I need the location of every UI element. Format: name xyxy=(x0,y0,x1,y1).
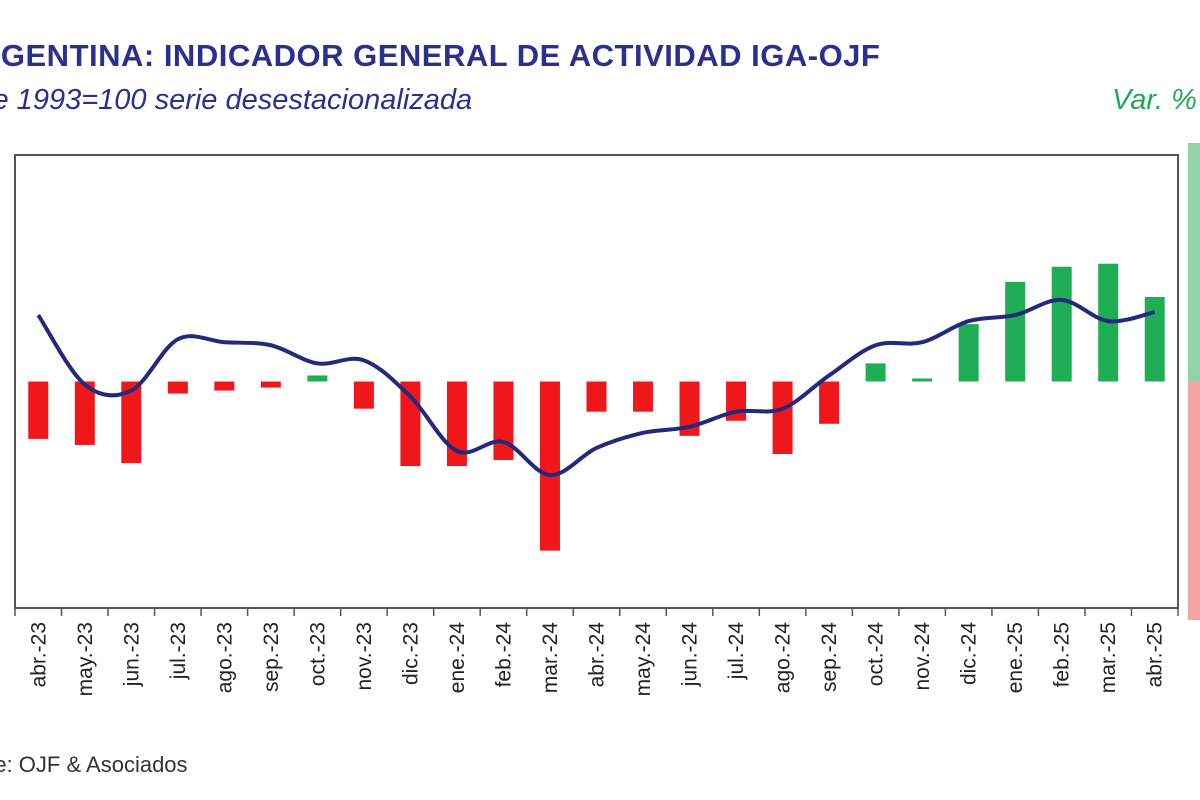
x-tick-label: ene.-25 xyxy=(1004,622,1027,693)
bar-feb.-24 xyxy=(493,381,514,461)
bar-may.-24 xyxy=(633,381,654,412)
x-tick-label: ago.-24 xyxy=(772,622,795,694)
bar-may.-23 xyxy=(74,381,95,445)
bar-oct.-23 xyxy=(307,375,328,382)
x-tick-label: mar.-25 xyxy=(1097,622,1120,693)
x-tick-label: sep.-23 xyxy=(260,622,283,692)
x-tick-label: jun.-23 xyxy=(120,622,143,687)
bar-abr.-24 xyxy=(586,381,607,412)
x-tick-label: jun.-24 xyxy=(679,622,702,688)
x-tick-label: oct.-24 xyxy=(865,622,888,687)
plot-area-frame xyxy=(14,154,1179,609)
bar-ene.-24 xyxy=(446,381,467,467)
x-tick-label: feb.-25 xyxy=(1051,622,1074,687)
x-tick-label: nov.-24 xyxy=(911,622,934,691)
bar-nov.-24 xyxy=(912,378,933,382)
x-tick-label: nov.-23 xyxy=(353,622,376,691)
x-tick-label: may.-24 xyxy=(632,622,655,697)
x-tick-label: oct.-23 xyxy=(306,622,329,686)
x-tick-label: abr.-23 xyxy=(27,622,50,687)
bar-abr.-23 xyxy=(28,381,49,439)
chart-subtitle: se 1993=100 serie desestacionalizada xyxy=(0,84,473,116)
bar-nov.-23 xyxy=(353,381,374,409)
bar-dic.-24 xyxy=(958,324,979,382)
x-tick-label: jul.-23 xyxy=(167,622,190,680)
bar-jun.-24 xyxy=(679,381,700,436)
x-tick-label: feb.-24 xyxy=(492,622,515,688)
bar-jul.-23 xyxy=(167,381,188,394)
x-tick-label: ene.-24 xyxy=(446,622,469,694)
right-scale-positive-strip xyxy=(1188,143,1200,382)
bar-ago.-23 xyxy=(214,381,235,391)
source-note: nte: OJF & Asociados xyxy=(0,752,188,777)
right-scale-negative-strip xyxy=(1188,381,1200,620)
x-tick-label: mar.-24 xyxy=(539,622,562,694)
x-tick-label: dic.-23 xyxy=(399,622,422,685)
x-tick-label: ago.-23 xyxy=(213,622,236,693)
x-tick-label: abr.-24 xyxy=(586,622,609,688)
bar-feb.-25 xyxy=(1051,266,1072,382)
right-axis-label: Var. % xyxy=(1112,84,1197,116)
bar-sep.-23 xyxy=(260,381,281,388)
bar-jun.-23 xyxy=(121,381,142,464)
bar-abr.-25 xyxy=(1144,296,1165,382)
bar-mar.-24 xyxy=(539,381,560,551)
x-tick-label: abr.-25 xyxy=(1144,622,1167,687)
bar-oct.-24 xyxy=(865,363,886,382)
x-tick-label: may.-23 xyxy=(74,622,97,696)
bar-sep.-24 xyxy=(819,381,840,424)
bar-ene.-25 xyxy=(1005,281,1026,382)
chart-title: RGENTINA: INDICADOR GENERAL DE ACTIVIDAD… xyxy=(0,38,881,73)
bar-ago.-24 xyxy=(772,381,793,454)
x-tick-label: jul.-24 xyxy=(725,622,748,681)
x-tick-label: sep.-24 xyxy=(818,622,841,692)
x-tick-label: dic.-24 xyxy=(958,622,981,685)
